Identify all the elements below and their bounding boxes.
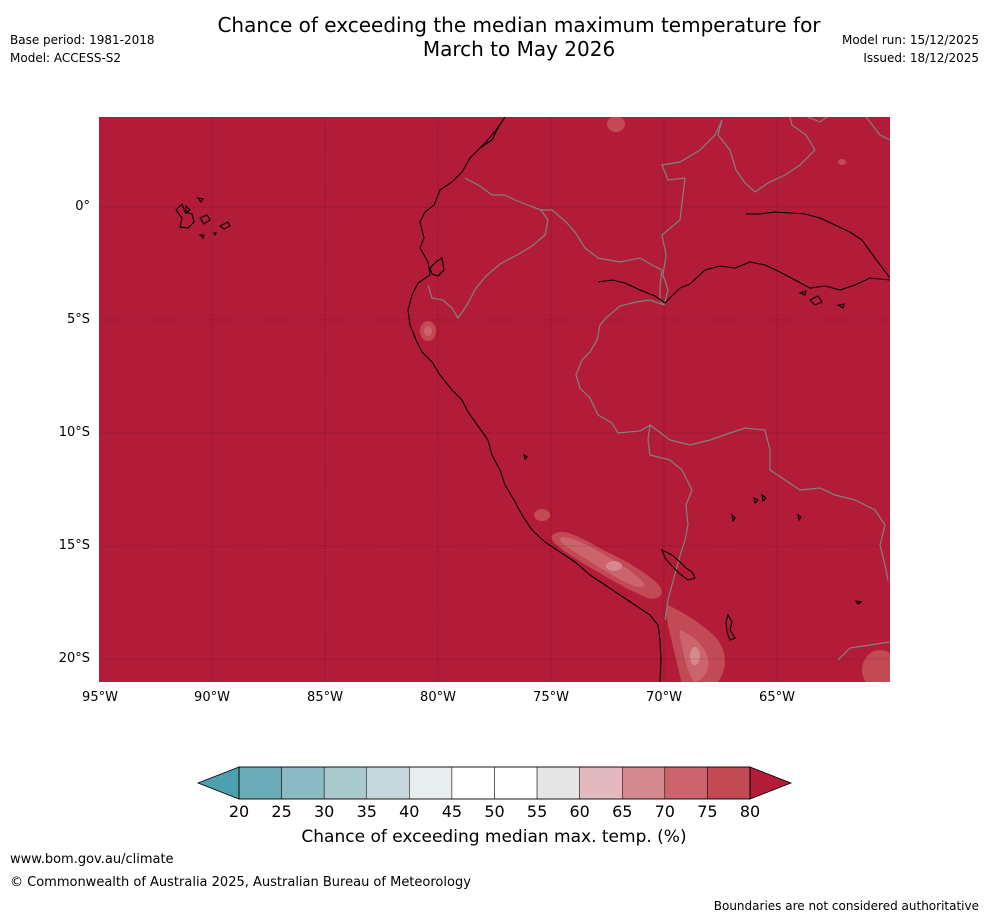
river-island-3 bbox=[798, 290, 807, 296]
lake-poopo bbox=[725, 613, 736, 641]
caribbean-coast bbox=[477, 117, 506, 151]
river-island-2 bbox=[836, 303, 845, 309]
lake-small-5 bbox=[854, 600, 863, 605]
lake-small-1 bbox=[731, 513, 736, 523]
patch-southern-peru-core bbox=[606, 561, 622, 571]
gulf-guayaquil bbox=[429, 257, 445, 277]
lon-label-80w: 80°W bbox=[420, 690, 456, 705]
colorbar-tick-25: 25 bbox=[271, 802, 292, 821]
colorbar-segments bbox=[238, 766, 751, 800]
model-text: Model: ACCESS-S2 bbox=[10, 51, 122, 65]
colorbar-low-arrow bbox=[196, 766, 240, 800]
amazon-river-main bbox=[597, 261, 890, 304]
lake-small-2 bbox=[753, 497, 759, 505]
lon-label-75w: 75°W bbox=[533, 690, 569, 705]
colorbar-tick-65: 65 bbox=[612, 802, 633, 821]
patch-nasca bbox=[534, 509, 550, 521]
patch-southern-peru-inner bbox=[560, 537, 645, 588]
galapagos-islands bbox=[175, 197, 231, 240]
island-lake-1 bbox=[523, 453, 528, 461]
colorbar-segment-25-30 bbox=[281, 766, 325, 800]
patch-altiplano-core bbox=[690, 647, 700, 665]
pacific-coastline bbox=[407, 117, 662, 682]
colorbar-segment-70-75 bbox=[664, 766, 708, 800]
forecast-metadata-right: Model run: 15/12/2025 Issued: 18/12/2025 bbox=[842, 31, 979, 67]
lat-label-15s: 15°S bbox=[58, 538, 90, 553]
lake-small-4 bbox=[797, 513, 802, 522]
colorbar-tick-75: 75 bbox=[697, 802, 718, 821]
base-period-text: Base period: 1981-2018 bbox=[10, 33, 155, 47]
colorbar-tick-30: 30 bbox=[314, 802, 335, 821]
lat-label-20s: 20°S bbox=[58, 651, 90, 666]
map-title: Chance of exceeding the median maximum t… bbox=[150, 13, 888, 61]
colorbar-tick-60: 60 bbox=[569, 802, 590, 821]
patch-coast-peru-north-inner bbox=[424, 326, 432, 336]
colorbar-tick-50: 50 bbox=[484, 802, 505, 821]
colorbar-segment-55-60 bbox=[536, 766, 580, 800]
colorbar-tick-40: 40 bbox=[399, 802, 420, 821]
patch-southeast bbox=[862, 650, 890, 682]
lake-titicaca bbox=[660, 548, 696, 581]
lon-label-85w: 85°W bbox=[307, 690, 343, 705]
amazon-river-north bbox=[746, 211, 890, 279]
lon-label-70w: 70°W bbox=[646, 690, 682, 705]
colorbar-tick-20: 20 bbox=[228, 802, 250, 821]
issued-text: Issued: 18/12/2025 bbox=[863, 51, 979, 65]
colorbar-segment-65-70 bbox=[622, 766, 666, 800]
forecast-metadata-left: Base period: 1981-2018 Model: ACCESS-S2 bbox=[10, 31, 155, 67]
colorbar-segment-60-65 bbox=[579, 766, 623, 800]
lake-small-3 bbox=[761, 493, 767, 503]
colorbar-tick-80: 80 bbox=[739, 802, 761, 821]
patch-east-small bbox=[838, 159, 846, 165]
colorbar-segment-30-35 bbox=[323, 766, 368, 800]
lat-label-0: 0° bbox=[75, 199, 90, 214]
coastlines bbox=[407, 117, 890, 682]
map-title-line2: March to May 2026 bbox=[422, 37, 616, 61]
lon-label-65w: 65°W bbox=[759, 690, 795, 705]
lat-label-10s: 10°S bbox=[58, 425, 90, 440]
footer-disclaimer: Boundaries are not considered authoritat… bbox=[713, 899, 979, 913]
map-background-above-80 bbox=[99, 117, 890, 682]
colorbar-tick-35: 35 bbox=[356, 802, 377, 821]
lat-label-5s: 5°S bbox=[66, 312, 90, 327]
colorbar-segment-20-25 bbox=[238, 766, 282, 800]
footer-url: www.bom.gov.au/climate bbox=[10, 852, 174, 867]
colorbar-segment-40-45 bbox=[409, 766, 453, 800]
colorbar-segment-45-50 bbox=[451, 766, 495, 800]
lon-label-90w: 90°W bbox=[194, 690, 230, 705]
lon-label-95w: 95°W bbox=[82, 690, 118, 705]
colorbar-title: Chance of exceeding median max. temp. (%… bbox=[301, 827, 687, 847]
colorbar-tick-70: 70 bbox=[654, 802, 675, 821]
river-island-1 bbox=[809, 295, 823, 306]
national-borders bbox=[427, 117, 890, 661]
colorbar-segment-50-55 bbox=[494, 766, 538, 800]
map-title-line1: Chance of exceeding the median maximum t… bbox=[217, 13, 821, 37]
model-run-text: Model run: 15/12/2025 bbox=[841, 33, 979, 47]
footer-copyright: © Commonwealth of Australia 2025, Austra… bbox=[10, 875, 471, 890]
colorbar-segment-75-80 bbox=[707, 766, 751, 800]
graticule bbox=[99, 117, 890, 682]
colorbar-high-arrow bbox=[749, 766, 793, 800]
colorbar-tick-45: 45 bbox=[441, 802, 463, 821]
colorbar-outline bbox=[238, 766, 751, 800]
patch-north bbox=[607, 117, 625, 132]
colorbar-tick-55: 55 bbox=[526, 802, 548, 821]
colorbar-segment-35-40 bbox=[366, 766, 410, 800]
probability-patches bbox=[420, 117, 890, 682]
